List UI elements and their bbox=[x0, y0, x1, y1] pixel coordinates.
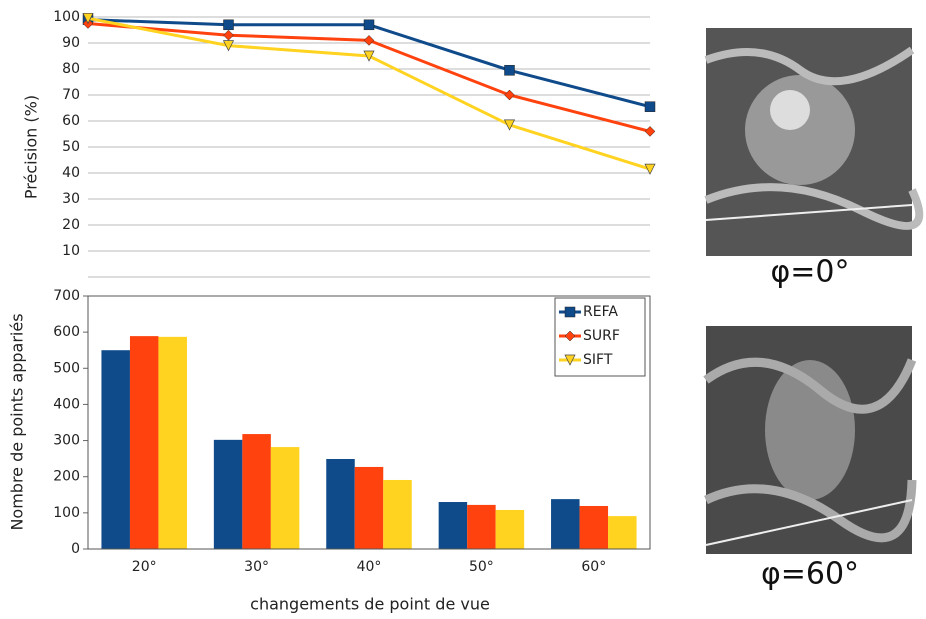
photo-detail bbox=[703, 357, 917, 543]
y-tick-label: 300 bbox=[53, 433, 80, 449]
bar bbox=[242, 434, 271, 549]
y-tick-label: 10 bbox=[62, 243, 80, 259]
x-axis-label: changements de point de vue bbox=[250, 595, 490, 614]
bar bbox=[129, 336, 159, 549]
legend-marker bbox=[564, 354, 576, 366]
y-tick-label: 0 bbox=[71, 541, 80, 557]
bar bbox=[158, 336, 187, 549]
bar bbox=[551, 499, 580, 549]
point bbox=[644, 101, 656, 112]
y-tick-label: 30 bbox=[62, 191, 80, 207]
y-tick-label: 100 bbox=[53, 505, 80, 521]
y-tick-label: 700 bbox=[53, 288, 80, 304]
bar bbox=[467, 504, 496, 549]
y-tick-label: 60 bbox=[62, 113, 80, 129]
point bbox=[363, 35, 375, 46]
photo-detail bbox=[704, 46, 924, 230]
point bbox=[82, 12, 94, 25]
y-tick-label: 100 bbox=[53, 9, 80, 25]
bar bbox=[101, 350, 130, 549]
plot-frame bbox=[87, 295, 651, 550]
y-tick-label: 20 bbox=[62, 217, 80, 233]
point bbox=[223, 19, 234, 31]
point bbox=[503, 119, 516, 131]
point bbox=[223, 29, 234, 41]
y-axis-label: Nombre de points appariés bbox=[8, 313, 27, 530]
point bbox=[363, 19, 375, 31]
photo-detail bbox=[770, 90, 810, 130]
y-tick-label: 600 bbox=[53, 324, 80, 340]
y-tick-label: 70 bbox=[62, 87, 80, 103]
bar bbox=[383, 479, 412, 549]
photo-detail bbox=[745, 75, 855, 185]
photo-caption: φ=0° bbox=[770, 255, 849, 290]
legend-marker bbox=[564, 330, 576, 342]
bar bbox=[438, 502, 468, 549]
point bbox=[644, 163, 656, 175]
series-line bbox=[87, 18, 651, 109]
legend-label: SIFT bbox=[583, 352, 613, 368]
y-tick-label: 90 bbox=[62, 35, 80, 51]
photo-top bbox=[704, 28, 924, 256]
x-tick-label: 50° bbox=[469, 559, 494, 575]
point bbox=[504, 65, 515, 76]
point bbox=[644, 126, 656, 137]
photo-caption: φ=60° bbox=[761, 557, 859, 592]
bar bbox=[579, 505, 609, 549]
point bbox=[504, 89, 515, 101]
y-tick-label: 40 bbox=[62, 165, 80, 181]
y-tick-label: 50 bbox=[62, 139, 80, 155]
bar bbox=[270, 447, 300, 549]
bar bbox=[495, 509, 525, 549]
legend-label: SURF bbox=[583, 328, 620, 344]
bar bbox=[326, 459, 355, 549]
photo-detail bbox=[705, 204, 913, 221]
photo-detail bbox=[705, 499, 913, 546]
legend-marker bbox=[564, 306, 576, 318]
point bbox=[222, 40, 235, 52]
y-tick-label: 80 bbox=[62, 61, 80, 77]
point bbox=[363, 50, 375, 62]
legend-label: REFA bbox=[583, 304, 618, 320]
y-tick-label: 500 bbox=[53, 360, 80, 376]
x-tick-label: 30° bbox=[244, 559, 269, 575]
y-tick-label: 400 bbox=[53, 396, 80, 412]
x-tick-label: 60° bbox=[581, 559, 606, 575]
bar bbox=[608, 516, 637, 549]
bar bbox=[354, 466, 384, 549]
x-tick-label: 20° bbox=[132, 559, 157, 575]
photo-bottom bbox=[703, 326, 917, 554]
y-axis-label: Précision (%) bbox=[22, 95, 41, 199]
bar bbox=[213, 439, 243, 549]
x-tick-label: 40° bbox=[357, 559, 382, 575]
y-tick-label: 200 bbox=[53, 469, 80, 485]
